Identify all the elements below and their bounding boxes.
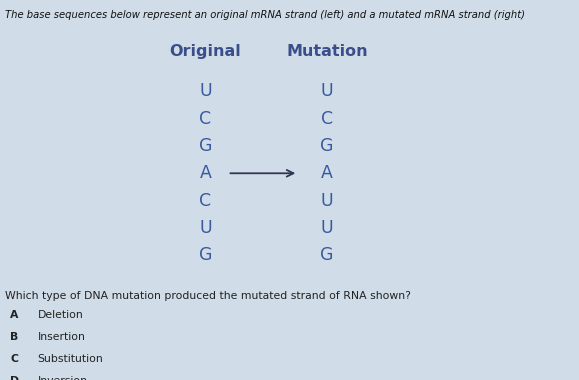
Text: Original: Original — [170, 44, 241, 59]
Text: Insertion: Insertion — [38, 332, 86, 342]
Text: D: D — [10, 376, 20, 380]
Text: U: U — [321, 192, 334, 210]
Text: G: G — [199, 137, 212, 155]
Text: C: C — [321, 109, 333, 128]
Text: Deletion: Deletion — [38, 310, 83, 320]
Text: A: A — [200, 164, 211, 182]
Text: U: U — [321, 82, 334, 100]
Text: B: B — [10, 332, 19, 342]
Text: A: A — [321, 164, 333, 182]
Text: The base sequences below represent an original mRNA strand (left) and a mutated : The base sequences below represent an or… — [5, 10, 525, 19]
Text: C: C — [10, 354, 19, 364]
Text: C: C — [200, 192, 211, 210]
Text: G: G — [199, 246, 212, 264]
Text: U: U — [199, 82, 212, 100]
Text: G: G — [320, 246, 334, 264]
Text: Substitution: Substitution — [38, 354, 104, 364]
Text: C: C — [200, 109, 211, 128]
Text: U: U — [199, 219, 212, 237]
Text: U: U — [321, 219, 334, 237]
Text: Mutation: Mutation — [287, 44, 368, 59]
Text: G: G — [320, 137, 334, 155]
Text: Which type of DNA mutation produced the mutated strand of RNA shown?: Which type of DNA mutation produced the … — [5, 291, 411, 301]
Text: Inversion: Inversion — [38, 376, 87, 380]
Text: A: A — [10, 310, 19, 320]
